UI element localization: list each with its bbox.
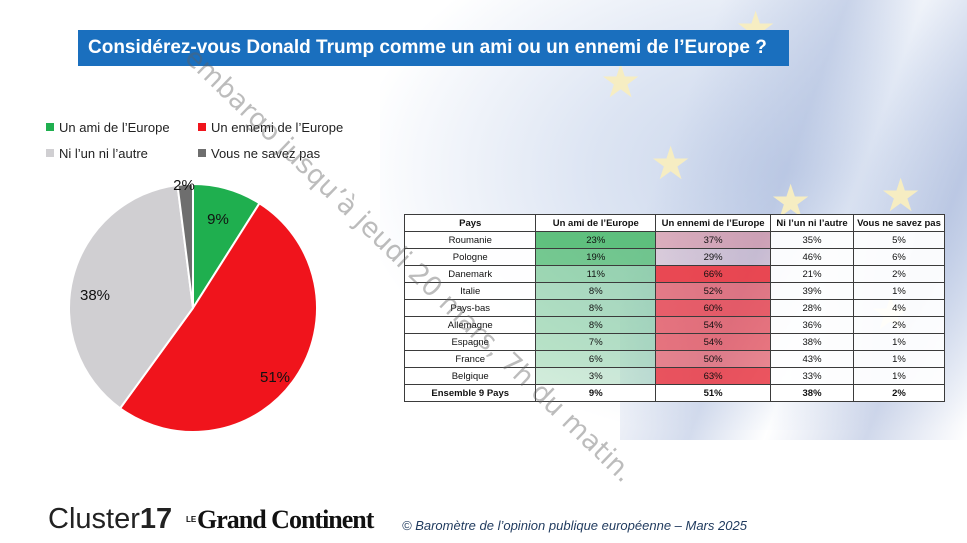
cell-pays: Pays-bas: [403, 299, 537, 317]
cell-nsp: 1%: [852, 333, 946, 351]
header-ami: Un ami de l’Europe: [535, 214, 657, 232]
cell-ennemi: 54%: [655, 316, 772, 334]
cell-ni: 21%: [770, 265, 854, 283]
cell-pays: Italie: [403, 282, 537, 300]
table-row: Danemark 11% 66% 21% 2%: [403, 265, 946, 283]
cell-ni: 38%: [770, 333, 854, 351]
cell-ami: 3%: [535, 367, 657, 385]
pie-data-label: 9%: [207, 211, 229, 228]
pie-slice-2: [68, 183, 195, 410]
cell-pays: Danemark: [403, 265, 537, 283]
table-row: Pays-bas 8% 60% 28% 4%: [403, 299, 946, 317]
table-row: Belgique 3% 63% 33% 1%: [403, 367, 946, 385]
header-ennemi: Un ennemi de l’Europe: [655, 214, 772, 232]
table-header-row: Pays Un ami de l’Europe Un ennemi de l’E…: [403, 214, 946, 232]
cell-ennemi: 37%: [655, 231, 772, 249]
header-pays: Pays: [403, 214, 537, 232]
grand-continent-logo-prefix: LE: [186, 515, 197, 524]
header-ni: Ni l’un ni l’autre: [770, 214, 854, 232]
logo-number: 17: [139, 503, 173, 535]
pie-data-label: 2%: [173, 177, 195, 194]
table-row: Pologne 19% 29% 46% 6%: [403, 248, 946, 266]
pie-slice-3: [176, 182, 194, 309]
cell-ennemi: 66%: [655, 265, 772, 283]
table-row: Roumanie 23% 37% 35% 5%: [403, 231, 946, 249]
cell-ami: 6%: [535, 350, 657, 368]
cell-nsp: 6%: [852, 248, 946, 266]
pie-data-label: 38%: [80, 287, 110, 304]
cell-pays: Roumanie: [403, 231, 537, 249]
cell-nsp: 2%: [852, 384, 946, 402]
cell-pays: Ensemble 9 Pays: [403, 384, 537, 402]
cell-pays: Belgique: [403, 367, 537, 385]
cell-ennemi: 60%: [655, 299, 772, 317]
cell-pays: Espagne: [403, 333, 537, 351]
cell-ennemi: 54%: [655, 333, 772, 351]
legend-item-ni: Ni l’un ni l’autre: [46, 146, 148, 161]
header-nsp: Vous ne savez pas: [852, 214, 946, 232]
table-row: Espagne 7% 54% 38% 1%: [403, 333, 946, 351]
cell-ni: 33%: [770, 367, 854, 385]
cell-ennemi: 51%: [655, 384, 772, 402]
cell-ni: 38%: [770, 384, 854, 402]
cell-ennemi: 50%: [655, 350, 772, 368]
source-note: © Baromètre de l’opinion publique europé…: [402, 518, 747, 533]
legend-label: Un ami de l’Europe: [59, 120, 170, 135]
cell-ni: 36%: [770, 316, 854, 334]
cell-pays: Pologne: [403, 248, 537, 266]
cell-ni: 46%: [770, 248, 854, 266]
cell-pays: Allemagne: [403, 316, 537, 334]
cell-nsp: 1%: [852, 282, 946, 300]
cell-nsp: 2%: [852, 265, 946, 283]
cell-ennemi: 29%: [655, 248, 772, 266]
cell-ni: 28%: [770, 299, 854, 317]
logo-text: Cluster: [48, 503, 140, 535]
cell-ni: 39%: [770, 282, 854, 300]
legend-label: Un ennemi de l’Europe: [211, 120, 344, 135]
cell-ami: 8%: [535, 282, 657, 300]
cell-nsp: 1%: [852, 350, 946, 368]
cell-nsp: 1%: [852, 367, 946, 385]
cell-ami: 7%: [535, 333, 657, 351]
cell-ami: 9%: [535, 384, 657, 402]
cell-ami: 8%: [535, 299, 657, 317]
country-table: Pays Un ami de l’Europe Un ennemi de l’E…: [403, 214, 946, 402]
cell-ami: 11%: [535, 265, 657, 283]
cluster17-logo: Cluster17: [48, 505, 172, 534]
cell-ami: 23%: [535, 231, 657, 249]
cell-ni: 43%: [770, 350, 854, 368]
cell-ennemi: 63%: [655, 367, 772, 385]
cell-pays: France: [403, 350, 537, 368]
legend-item-ami: Un ami de l’Europe: [46, 120, 170, 135]
cell-ennemi: 52%: [655, 282, 772, 300]
cell-nsp: 5%: [852, 231, 946, 249]
pie-chart: 9% 51% 38% 2%: [68, 177, 318, 433]
legend-swatch-nsp: [198, 149, 206, 157]
legend-item-nsp: Vous ne savez pas: [198, 146, 320, 161]
page-title: Considérez-vous Donald Trump comme un am…: [78, 30, 789, 66]
cell-nsp: 4%: [852, 299, 946, 317]
cell-ami: 8%: [535, 316, 657, 334]
legend-label: Ni l’un ni l’autre: [59, 146, 148, 161]
cell-nsp: 2%: [852, 316, 946, 334]
cell-ni: 35%: [770, 231, 854, 249]
legend-swatch-ennemi: [198, 123, 206, 131]
pie-slice-1: [118, 201, 318, 433]
legend-swatch-ami: [46, 123, 54, 131]
flag-star-icon: ★: [880, 169, 922, 221]
legend-label: Vous ne savez pas: [211, 146, 321, 161]
legend-item-ennemi: Un ennemi de l’Europe: [198, 120, 343, 135]
legend-swatch-ni: [46, 149, 54, 157]
table-row: Allemagne 8% 54% 36% 2%: [403, 316, 946, 334]
grand-continent-logo: Grand Continent: [197, 505, 374, 534]
table-row: France 6% 50% 43% 1%: [403, 350, 946, 368]
pie-data-label: 51%: [260, 369, 290, 386]
flag-star-icon: ★: [650, 137, 692, 189]
table-row: Italie 8% 52% 39% 1%: [403, 282, 946, 300]
cell-ami: 19%: [535, 248, 657, 266]
table-total-row: Ensemble 9 Pays 9% 51% 38% 2%: [403, 384, 946, 402]
